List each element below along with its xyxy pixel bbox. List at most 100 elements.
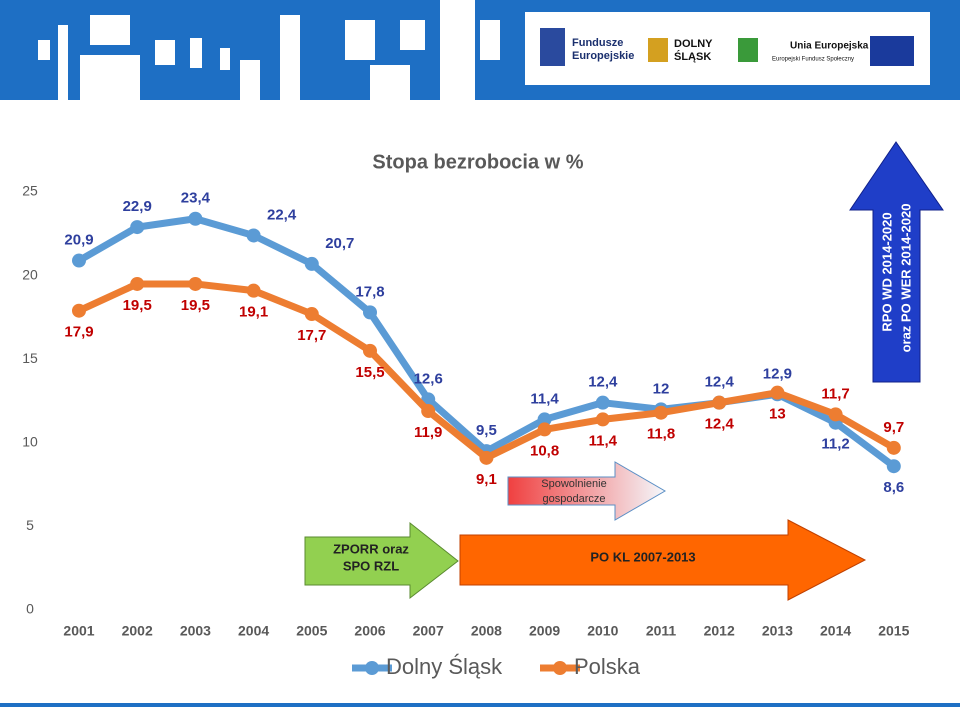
- annotation: SPO RZL: [343, 558, 399, 573]
- plot: 20,9 22,9 23,4 22,4 20,7 17,8 12,6 9,5 11,4 12,4 1…: [64, 190, 904, 496]
- point: [363, 343, 377, 358]
- x-tick-label: 2010: [587, 623, 618, 639]
- logo-icon: [648, 38, 668, 62]
- arrow: [459, 519, 867, 601]
- x-tick-label: 2008: [471, 623, 502, 639]
- value-label: 12,4: [705, 416, 735, 433]
- x-tick-label: 2004: [238, 623, 269, 639]
- value-label: 11,2: [821, 436, 849, 453]
- value-label: 20,9: [64, 232, 93, 249]
- value-label: 11,4: [530, 390, 559, 407]
- point: [654, 405, 668, 420]
- point: [363, 305, 377, 320]
- value-label: 12,4: [705, 374, 735, 391]
- value-label: 12,6: [414, 370, 443, 387]
- point: [537, 412, 552, 427]
- value-label: 10,8: [530, 442, 559, 459]
- annotation: oraz PO WER 2014-2020: [898, 204, 913, 353]
- footer-bar: [0, 703, 960, 707]
- point: [246, 228, 261, 243]
- x-tick-label: 2011: [646, 623, 677, 639]
- point: [304, 307, 319, 322]
- x-tick-label: 2007: [413, 623, 444, 639]
- x-tick-label: 2006: [354, 623, 385, 639]
- logo-text: Fundusze: [572, 37, 623, 49]
- point: [304, 256, 319, 271]
- value-label: 12,4: [588, 374, 618, 391]
- value-label: 15,5: [355, 364, 384, 381]
- value-label: 20,7: [325, 235, 354, 252]
- legend-label: Polska: [574, 654, 641, 679]
- value-label: 19,1: [239, 304, 268, 321]
- point: [712, 395, 727, 410]
- x-tick-label: 2014: [820, 623, 851, 639]
- value-label: 19,5: [181, 297, 210, 314]
- arrow: [304, 521, 459, 600]
- logo-box: [525, 12, 930, 85]
- value-label: 11,9: [414, 424, 442, 441]
- logo-text: Unia Europejska: [790, 41, 869, 52]
- arrow: [507, 461, 666, 521]
- point: [130, 220, 145, 235]
- point: [130, 276, 145, 291]
- value-label: 9,1: [476, 471, 497, 488]
- x-tick-label: 2013: [762, 623, 793, 639]
- annotation: PO KL 2007-2013: [590, 549, 695, 564]
- logo-text: DOLNY: [674, 38, 713, 50]
- value-label: 22,9: [123, 198, 152, 215]
- value-label: 17,8: [355, 283, 384, 300]
- legend-label: Dolny Śląsk: [386, 654, 503, 679]
- point: [246, 283, 261, 298]
- x-tick-label: 2005: [296, 623, 327, 639]
- arrow: [849, 141, 944, 383]
- x-tick-label: 2009: [529, 623, 560, 639]
- logo-text: Europejski Fundusz Społeczny: [772, 57, 854, 63]
- value-label: 17,7: [297, 327, 326, 344]
- logo-text: ŚLĄSK: [674, 50, 711, 63]
- x-tick-label: 2003: [180, 623, 211, 639]
- value-label: 22,4: [267, 206, 297, 223]
- annotation: gospodarcze: [543, 493, 606, 505]
- value-label: 9,7: [883, 419, 904, 436]
- value-label: 8,6: [883, 479, 904, 496]
- y-tick-label: 20: [22, 266, 38, 282]
- logo-icon: [540, 28, 565, 66]
- point: [421, 404, 436, 419]
- point: [479, 450, 494, 465]
- y-tick-label: 15: [22, 350, 38, 366]
- value-label: 12: [653, 380, 670, 397]
- legend-marker: [553, 661, 567, 675]
- point: [595, 395, 610, 410]
- point: [886, 440, 901, 455]
- x-tick-label: 2012: [704, 623, 735, 639]
- legend-marker: [365, 661, 379, 675]
- annotation: ZPORR oraz: [333, 541, 409, 556]
- value-label: 19,5: [123, 297, 152, 314]
- y-tick-label: 0: [26, 601, 34, 617]
- annotation: RPO WD 2014-2020: [879, 212, 894, 331]
- point: [188, 211, 203, 226]
- point: [770, 385, 785, 400]
- point: [72, 303, 86, 318]
- point: [828, 407, 843, 422]
- x-tick-label: 2001: [63, 623, 94, 639]
- point: [188, 276, 203, 291]
- value-label: 9,5: [476, 422, 497, 439]
- value-label: 12,9: [763, 365, 792, 382]
- logo-icon: [738, 38, 758, 62]
- point: [595, 412, 610, 427]
- point: [537, 422, 552, 437]
- value-label: 23,4: [181, 190, 211, 207]
- logo-text: Europejskie: [572, 50, 634, 62]
- y-tick-label: 5: [26, 517, 34, 533]
- y-tick-label: 10: [22, 434, 38, 450]
- value-label: 11,7: [821, 385, 849, 402]
- point: [72, 253, 86, 268]
- value-label: 17,9: [64, 324, 93, 341]
- eu-flag: [870, 36, 914, 66]
- x-tick-label: 2015: [878, 623, 909, 639]
- value-label: 11,4: [589, 432, 618, 449]
- value-label: 11,8: [647, 426, 675, 443]
- x-tick-label: 2002: [122, 623, 153, 639]
